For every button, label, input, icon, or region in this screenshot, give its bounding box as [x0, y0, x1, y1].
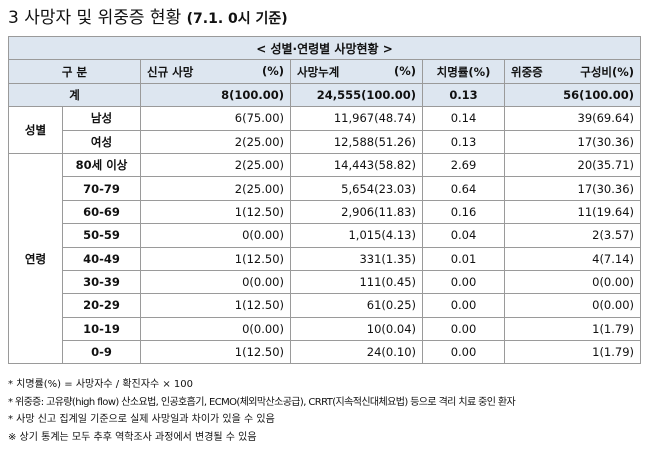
- title-text: 사망자 및 위중증 현황: [24, 8, 182, 28]
- cell-fatality: 0.00: [422, 340, 505, 365]
- cell-new: 1(12.50): [140, 199, 291, 225]
- cell-critical: 0(0.00): [503, 269, 642, 295]
- row-label: 남성: [62, 106, 141, 131]
- table-row: 40-49 1(12.50) 331(1.35) 0.01 4(7.14): [9, 246, 642, 271]
- cell-cum: 24(0.10): [290, 340, 423, 365]
- row-label: 여성: [62, 129, 141, 154]
- cell-new: 2(25.00): [140, 152, 291, 178]
- title-date: (7.1. 0시 기준): [186, 11, 288, 27]
- cell-new: 1(12.50): [140, 340, 291, 365]
- cell-cum: 61(0.25): [290, 293, 423, 318]
- footnotes: * 치명률(%) = 사망자수 / 확진자수 × 100 * 위중증: 고유량(…: [8, 376, 640, 446]
- header-cum-deaths-unit: (%): [393, 63, 416, 78]
- cell-cum: 5,654(23.03): [290, 176, 423, 201]
- header-cum-deaths: 사망누계 (%): [290, 59, 423, 84]
- cell-fatality: 0.16: [422, 199, 505, 225]
- cell-new: 0(0.00): [140, 269, 291, 295]
- row-label: 20-29: [62, 293, 141, 318]
- cell-critical: 4(7.14): [503, 246, 642, 271]
- cell-critical: 2(3.57): [503, 223, 642, 248]
- cell-fatality: 0.04: [422, 223, 505, 248]
- table-band-title: < 성별·연령별 사망현황 >: [7, 35, 642, 61]
- table-band-row: < 성별·연령별 사망현황 >: [7, 35, 642, 61]
- cell-critical: 39(69.64): [503, 106, 642, 131]
- row-label: 80세 이상: [62, 152, 141, 178]
- header-new-deaths-unit: (%): [261, 63, 284, 78]
- cell-new: 2(25.00): [140, 176, 291, 201]
- footnote: * 사망 신고 집계일 기준으로 실제 사망일과 차이가 있을 수 있음: [8, 414, 275, 425]
- table-row: 50-59 0(0.00) 1,015(4.13) 0.04 2(3.57): [9, 223, 642, 248]
- cell-critical: 17(30.36): [503, 129, 642, 154]
- cell-cum: 331(1.35): [290, 246, 423, 271]
- cell-cum: 11,967(48.74): [290, 106, 423, 131]
- header-category: 구 분: [8, 59, 141, 84]
- cell-critical: 1(1.79): [503, 316, 642, 342]
- total-label: 계: [8, 82, 141, 108]
- cell-fatality: 0.01: [422, 246, 505, 271]
- cell-new: 1(12.50): [140, 246, 291, 271]
- death-stats-table: < 성별·연령별 사망현황 > 구 분 신규 사망 (%) 사망누계 (%) 치명률…: [7, 35, 642, 365]
- header-cum-deaths-label: 사망누계: [297, 64, 340, 79]
- row-label: 30-39: [62, 269, 141, 295]
- cell-new: 6(75.00): [140, 106, 291, 131]
- table-row: 연령 80세 이상 2(25.00) 14,443(58.82) 2.69 20…: [8, 152, 642, 365]
- header-critical: 위중증 구성비(%): [503, 59, 642, 84]
- row-label: 40-49: [62, 246, 141, 271]
- cell-cum: 111(0.45): [290, 269, 423, 295]
- table-row: 여성 2(25.00) 12,588(51.26) 0.13 17(30.36): [9, 129, 642, 154]
- cell-cum: 2,906(11.83): [290, 199, 423, 225]
- row-label: 70-79: [62, 176, 141, 201]
- row-label: 50-59: [62, 223, 141, 248]
- cell-new: 1(12.50): [140, 293, 291, 318]
- total-critical: 56(100.00): [503, 82, 642, 108]
- cell-cum: 10(0.04): [290, 316, 423, 342]
- table-row: 0-9 1(12.50) 24(0.10) 0.00 1(1.79): [9, 340, 642, 365]
- cell-cum: 12,588(51.26): [290, 129, 423, 154]
- cell-critical: 20(35.71): [503, 152, 642, 178]
- footnote: * 치명률(%) = 사망자수 / 확진자수 × 100: [8, 379, 193, 390]
- cell-fatality: 0.13: [422, 129, 505, 154]
- cell-fatality: 0.00: [422, 269, 505, 295]
- total-new: 8(100.00): [140, 82, 291, 108]
- cell-fatality: 0.00: [422, 316, 505, 342]
- table-row: 성별 남성 6(75.00) 11,967(48.74) 0.14 39(69.…: [8, 106, 642, 154]
- header-new-deaths: 신규 사망 (%): [140, 59, 291, 84]
- cell-fatality: 0.14: [422, 106, 505, 131]
- footnote: ※ 상기 통계는 모두 추후 역학조사 과정에서 변경될 수 있음: [8, 431, 257, 443]
- cell-critical: 1(1.79): [503, 340, 642, 365]
- table-row: 10-19 0(0.00) 10(0.04) 0.00 1(1.79): [9, 316, 642, 342]
- cell-new: 0(0.00): [140, 316, 291, 342]
- header-critical-ratio: 구성비(%): [580, 64, 635, 79]
- cell-fatality: 0.00: [422, 293, 505, 318]
- header-new-deaths-label: 신규 사망: [147, 64, 194, 79]
- cell-critical: 17(30.36): [503, 176, 642, 201]
- table-row: 20-29 1(12.50) 61(0.25) 0.00 0(0.00): [9, 293, 642, 318]
- cell-cum: 14,443(58.82): [290, 152, 423, 178]
- title-number: 3: [8, 8, 19, 28]
- row-label: 0-9: [62, 340, 141, 365]
- table-header-row: 구 분 신규 사망 (%) 사망누계 (%) 치명률(%) 위중증 구성비(%): [8, 59, 642, 84]
- cell-fatality: 0.64: [422, 176, 505, 201]
- total-row: 계 8(100.00) 24,555(100.00) 0.13 56(100.0…: [8, 82, 642, 108]
- age-group-label: 연령: [8, 152, 63, 365]
- cell-new: 2(25.00): [140, 129, 291, 154]
- cell-critical: 11(19.64): [503, 199, 642, 225]
- table-row: 30-39 0(0.00) 111(0.45) 0.00 0(0.00): [9, 269, 642, 295]
- header-fatality: 치명률(%): [422, 59, 505, 84]
- table-row: 70-79 2(25.00) 5,654(23.03) 0.64 17(30.3…: [9, 176, 642, 201]
- row-label: 60-69: [62, 199, 141, 225]
- footnote: * 위중증: 고유량(high flow) 산소요법, 인공호흡기, ECMO(…: [8, 396, 516, 408]
- cell-new: 0(0.00): [140, 223, 291, 248]
- header-critical-label: 위중증: [511, 64, 543, 79]
- sex-group-label: 성별: [8, 106, 63, 154]
- row-label: 10-19: [62, 316, 141, 342]
- cell-cum: 1,015(4.13): [290, 223, 423, 248]
- table-row: 60-69 1(12.50) 2,906(11.83) 0.16 11(19.6…: [9, 199, 642, 225]
- total-fatality: 0.13: [422, 82, 505, 108]
- page-title: 3 사망자 및 위중증 현황 (7.1. 0시 기준): [8, 6, 288, 30]
- cell-critical: 0(0.00): [503, 293, 642, 318]
- total-cum: 24,555(100.00): [290, 82, 423, 108]
- cell-fatality: 2.69: [422, 152, 505, 178]
